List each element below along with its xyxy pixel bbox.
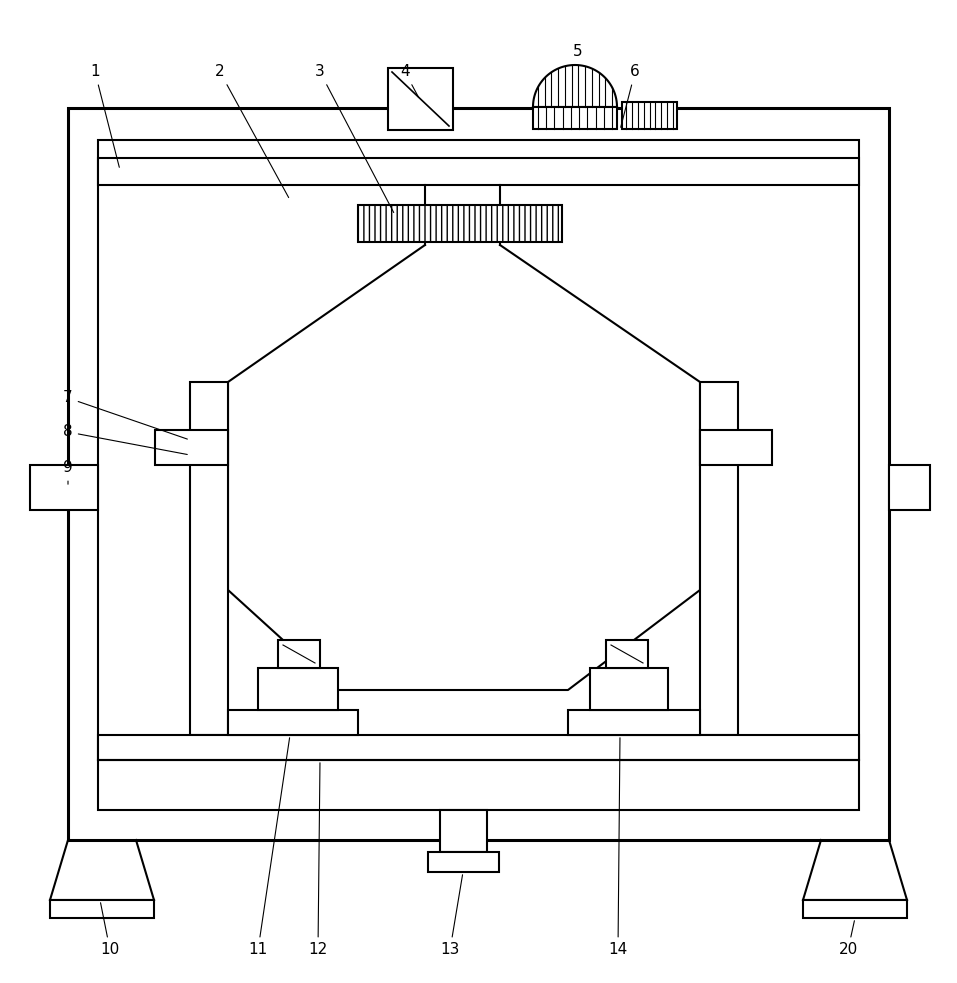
Bar — [155, 430, 228, 465]
Bar — [98, 735, 859, 760]
Bar — [258, 668, 338, 710]
Bar — [68, 108, 889, 840]
Text: 8: 8 — [63, 425, 188, 454]
Text: 9: 9 — [63, 460, 73, 485]
Text: 11: 11 — [249, 738, 290, 957]
Text: 2: 2 — [215, 65, 289, 198]
Bar — [440, 810, 487, 852]
Text: 20: 20 — [838, 921, 857, 957]
Bar — [428, 852, 499, 872]
Bar — [700, 382, 738, 735]
Bar — [568, 710, 700, 735]
Bar — [700, 430, 772, 465]
Bar — [358, 205, 562, 242]
Bar — [803, 900, 907, 918]
Text: 5: 5 — [573, 44, 583, 65]
Bar — [889, 465, 930, 510]
Bar — [606, 640, 648, 668]
Bar — [190, 382, 228, 735]
Text: 10: 10 — [100, 902, 120, 957]
Text: 1: 1 — [90, 65, 120, 167]
Text: 13: 13 — [440, 875, 462, 957]
Bar — [98, 158, 859, 185]
Bar — [533, 107, 617, 129]
Bar — [50, 900, 154, 918]
Text: 3: 3 — [315, 65, 393, 212]
Text: 4: 4 — [400, 65, 418, 97]
Text: 12: 12 — [308, 763, 327, 957]
Bar — [228, 710, 358, 735]
Bar — [278, 640, 320, 668]
Polygon shape — [533, 65, 617, 107]
Bar — [622, 102, 677, 129]
Bar — [590, 668, 668, 710]
Text: 6: 6 — [621, 65, 640, 128]
Text: 14: 14 — [609, 738, 628, 957]
Bar — [98, 140, 859, 810]
Bar — [388, 68, 453, 130]
Text: 7: 7 — [63, 390, 188, 439]
Bar — [30, 465, 98, 510]
